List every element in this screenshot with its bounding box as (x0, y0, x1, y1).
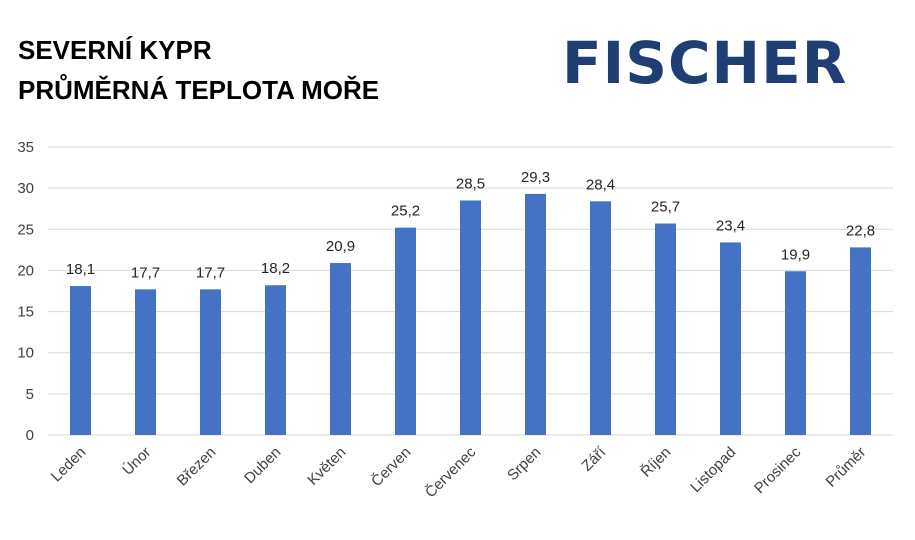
bar (525, 193, 546, 435)
y-tick-label: 10 (17, 345, 34, 362)
x-category-label: Průměr (823, 444, 870, 491)
data-label: 25,7 (651, 199, 680, 216)
bar (330, 263, 351, 435)
x-category-label: Listopad (687, 444, 739, 496)
bar (265, 285, 286, 435)
y-tick-label: 15 (17, 304, 34, 321)
data-label: 17,7 (131, 264, 160, 281)
title-line-1: SEVERNÍ KYPR (18, 35, 212, 65)
x-category-label: Září (578, 443, 609, 474)
x-category-label: Srpen (504, 444, 544, 484)
bar (135, 289, 156, 435)
x-category-label: Prosinec (751, 443, 805, 497)
x-category-label: Červenec (422, 443, 480, 501)
bar (460, 200, 481, 435)
x-category-label: Květen (304, 444, 349, 489)
data-label: 29,3 (521, 169, 550, 186)
data-label: 23,4 (716, 217, 745, 234)
title-line-2: PRŮMĚRNÁ TEPLOTA MOŘE (18, 75, 380, 105)
y-tick-label: 30 (17, 180, 34, 197)
chart-title: SEVERNÍ KYPR PRŮMĚRNÁ TEPLOTA MOŘE (18, 30, 379, 110)
data-label: 22,8 (846, 222, 875, 239)
y-tick-label: 0 (26, 427, 34, 444)
data-label: 25,2 (391, 203, 420, 220)
data-label: 28,4 (586, 176, 615, 193)
data-label: 18,1 (66, 261, 95, 278)
fischer-logo: FISCHER (562, 29, 848, 97)
x-category-label: Říjen (638, 444, 675, 481)
y-tick-label: 5 (26, 386, 34, 403)
data-label: 19,9 (781, 246, 810, 263)
x-category-label: Únor (119, 444, 154, 479)
x-category-label: Leden (48, 444, 90, 486)
bar (655, 223, 676, 435)
x-category-label: Červen (368, 444, 414, 490)
bar (850, 247, 871, 435)
bar (785, 271, 806, 435)
bar (200, 289, 221, 435)
y-tick-label: 25 (17, 221, 34, 238)
x-category-label: Březen (174, 444, 220, 490)
data-label: 18,2 (261, 260, 290, 277)
y-tick-label: 20 (17, 262, 34, 279)
y-tick-label: 35 (17, 139, 34, 156)
bar (720, 242, 741, 435)
bar (395, 227, 416, 435)
x-category-label: Duben (241, 444, 284, 487)
data-label: 17,7 (196, 264, 225, 281)
bar (590, 201, 611, 435)
bar (70, 286, 91, 435)
data-label: 20,9 (326, 238, 355, 255)
data-label: 28,5 (456, 175, 485, 192)
